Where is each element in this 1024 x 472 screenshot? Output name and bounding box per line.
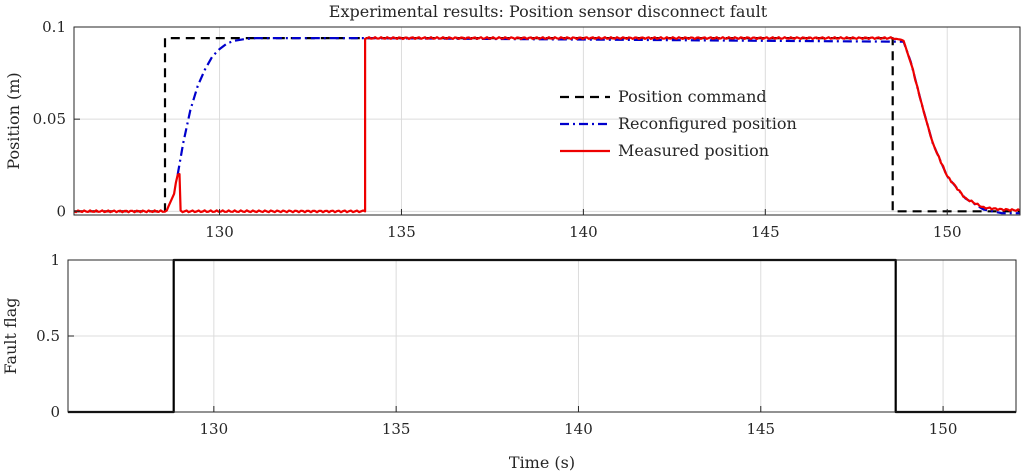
legend-entry: Measured position: [618, 141, 769, 160]
series-line-measured-position: [73, 36, 1021, 214]
legend-entry: Reconfigured position: [618, 114, 797, 133]
fault-flag-chart-ylabel: Fault flag: [1, 298, 20, 375]
fault-flag-chart-grid: [68, 259, 1016, 413]
x-tick-label: 145: [746, 420, 775, 438]
y-tick-label: 0: [56, 202, 66, 220]
fault-flag-chart-xlabel: Time (s): [509, 453, 575, 472]
x-tick-label: 135: [382, 420, 411, 438]
position-chart-frame: [73, 26, 1021, 216]
x-tick-label: 130: [200, 420, 229, 438]
fault-flag-chart: 130 135 140 145 150 0 0.5 1 Fault flag Time (s): [1, 251, 1017, 472]
fault-flag-chart-ticks: 130 135 140 145 150 0 0.5 1: [36, 251, 957, 438]
legend-entry: Position command: [618, 87, 767, 106]
y-tick-label: 0.05: [33, 110, 66, 128]
position-chart-ylabel: Position (m): [4, 72, 23, 169]
position-chart-title: Experimental results: Position sensor di…: [329, 2, 768, 21]
series-line-position-command: [74, 37, 1020, 213]
y-tick-label: 0: [50, 403, 60, 421]
x-tick-label: 150: [933, 223, 962, 241]
x-tick-label: 140: [564, 420, 593, 438]
x-tick-label: 140: [569, 223, 598, 241]
position-chart-ticks: 130 135 140 145 150 0 0.05 0.1: [33, 18, 962, 241]
y-tick-label: 1: [50, 251, 60, 269]
y-tick-label: 0.1: [42, 18, 66, 36]
position-chart-legend: Position command Reconfigured position Mea…: [560, 87, 797, 160]
x-tick-label: 130: [205, 223, 234, 241]
y-tick-label: 0.5: [36, 327, 60, 345]
x-tick-label: 145: [751, 223, 780, 241]
position-chart-grid: [74, 26, 1020, 215]
x-tick-label: 135: [387, 223, 416, 241]
position-chart: Experimental results: Position sensor di…: [4, 2, 1021, 241]
x-tick-label: 150: [929, 420, 958, 438]
position-chart-series: [73, 36, 1021, 215]
